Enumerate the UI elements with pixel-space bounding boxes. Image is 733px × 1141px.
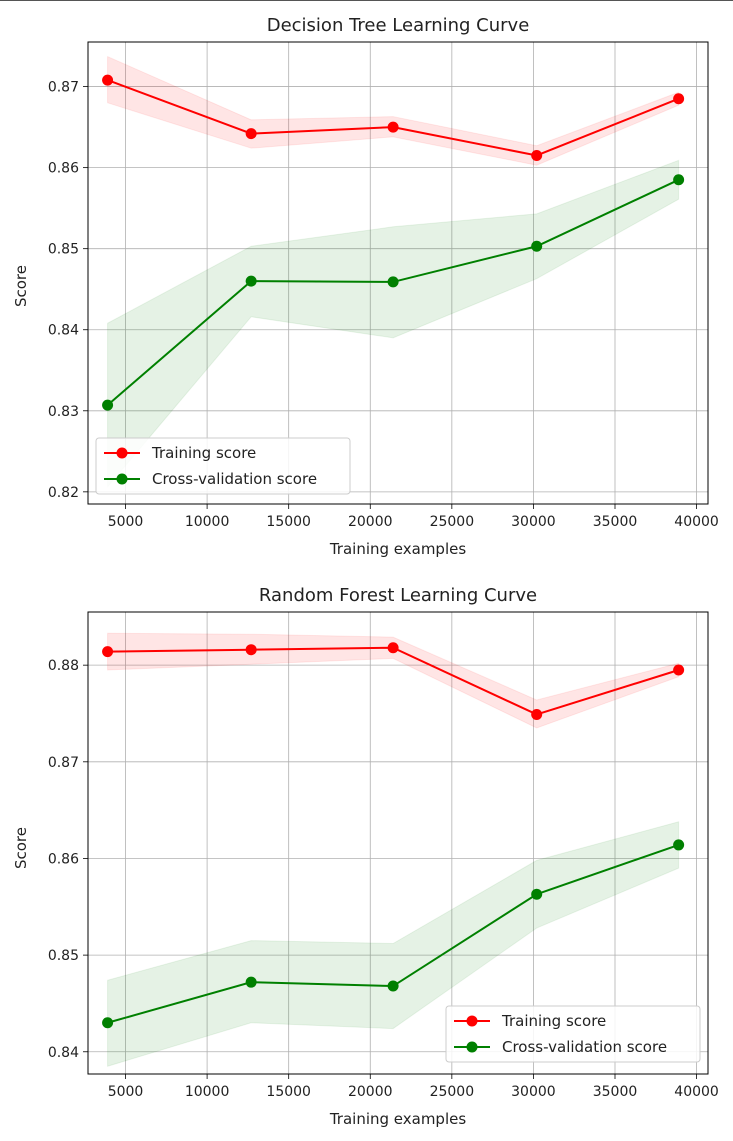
y-tick-label: 0.87 — [48, 755, 79, 771]
legend-marker — [466, 1041, 478, 1053]
chart-title: Decision Tree Learning Curve — [267, 15, 530, 36]
x-axis-label: Training examples — [329, 540, 467, 558]
legend-label: Cross-validation score — [152, 470, 317, 488]
data-point — [245, 275, 257, 287]
x-tick-label: 25000 — [430, 514, 475, 530]
confidence-band — [107, 821, 680, 1067]
y-tick-label: 0.84 — [48, 323, 79, 339]
top-border-line — [0, 0, 733, 1]
x-tick-label: 25000 — [430, 1084, 475, 1100]
data-point — [531, 149, 543, 161]
data-point — [673, 93, 685, 105]
x-axis-label: Training examples — [329, 1110, 467, 1128]
decision-tree-chart: Decision Tree Learning Curve Training ex… — [12, 15, 719, 558]
y-tick-label: 0.82 — [48, 485, 79, 501]
grid — [88, 612, 708, 1074]
legend-marker — [116, 473, 128, 485]
legend-label: Cross-validation score — [502, 1038, 667, 1056]
legend-marker — [116, 447, 128, 459]
data-point — [387, 276, 399, 288]
data-point — [387, 121, 399, 133]
x-tick-label: 30000 — [511, 1084, 556, 1100]
data-point — [102, 399, 114, 411]
y-tick-label: 0.88 — [48, 658, 79, 674]
x-tick-label: 30000 — [511, 514, 556, 530]
y-tick-label: 0.85 — [48, 948, 79, 964]
data-point — [245, 976, 257, 988]
grid — [88, 42, 708, 504]
legend-box — [95, 437, 351, 495]
x-tick-label: 5000 — [108, 1084, 144, 1100]
x-tick-label: 15000 — [266, 1084, 311, 1100]
y-axis-label: Score — [12, 265, 30, 307]
legend-label: Training score — [501, 1012, 606, 1030]
data-point — [673, 664, 685, 676]
chart-title: Random Forest Learning Curve — [259, 585, 537, 606]
data-point — [531, 888, 543, 900]
legend-label: Training score — [151, 444, 256, 462]
y-tick-label: 0.87 — [48, 80, 79, 96]
y-tick-label: 0.86 — [48, 851, 79, 867]
x-tick-label: 20000 — [348, 1084, 393, 1100]
y-tick-label: 0.83 — [48, 404, 79, 420]
data-point — [673, 174, 685, 186]
y-tick-label: 0.84 — [48, 1045, 79, 1061]
confidence-band — [107, 55, 680, 166]
data-point — [387, 642, 399, 654]
legend-box — [445, 1005, 701, 1063]
x-tick-label: 40000 — [674, 1084, 719, 1100]
data-point — [102, 1017, 114, 1029]
data-point — [245, 644, 257, 656]
x-tick-label: 35000 — [593, 514, 638, 530]
data-point — [531, 708, 543, 720]
confidence-band — [107, 632, 680, 729]
y-tick-label: 0.85 — [48, 242, 79, 258]
legend-marker — [466, 1015, 478, 1027]
data-point — [673, 839, 685, 851]
random-forest-chart: Random Forest Learning Curve Training ex… — [12, 585, 719, 1128]
plot-frame — [87, 41, 709, 505]
data-point — [531, 240, 543, 252]
x-tick-label: 35000 — [593, 1084, 638, 1100]
x-tick-label: 10000 — [185, 514, 230, 530]
data-point — [102, 74, 114, 86]
data-point — [387, 980, 399, 992]
data-point — [245, 128, 257, 140]
x-tick-label: 40000 — [674, 514, 719, 530]
x-tick-label: 5000 — [108, 514, 144, 530]
plot-frame — [87, 611, 709, 1075]
data-point — [102, 646, 114, 658]
y-axis-label: Score — [12, 827, 30, 869]
x-tick-label: 20000 — [348, 514, 393, 530]
x-tick-label: 15000 — [266, 514, 311, 530]
y-tick-label: 0.86 — [48, 161, 79, 177]
x-tick-label: 10000 — [185, 1084, 230, 1100]
